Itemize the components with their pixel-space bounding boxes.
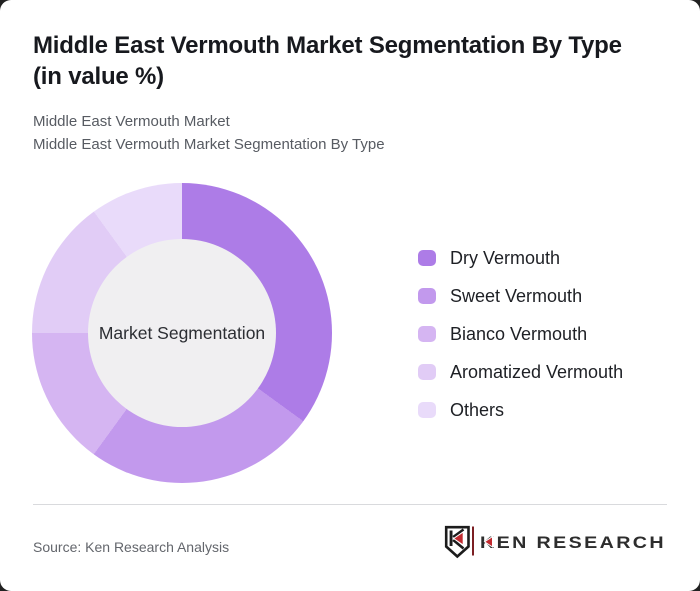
- legend-item-bianco-vermouth: Bianco Vermouth: [418, 315, 623, 353]
- chart-legend: Dry Vermouth Sweet Vermouth Bianco Vermo…: [418, 239, 623, 429]
- logo-wordmark: KEN RESEARCH: [480, 534, 666, 552]
- legend-label: Aromatized Vermouth: [450, 361, 624, 382]
- legend-item-aromatized-vermouth: Aromatized Vermouth: [418, 353, 623, 391]
- page-title: Middle East Vermouth Market Segmentation…: [33, 30, 673, 92]
- legend-item-others: Others: [418, 391, 623, 429]
- legend-item-dry-vermouth: Dry Vermouth: [418, 239, 623, 277]
- page-title-line1: Middle East Vermouth Market Segmentation…: [33, 32, 622, 59]
- legend-item-sweet-vermouth: Sweet Vermouth: [418, 277, 623, 315]
- page-title-line2: (in value %): [33, 63, 164, 90]
- subtitle-segmentation: Middle East Vermouth Market Segmentation…: [33, 135, 385, 153]
- source-text: Source: Ken Research Analysis: [33, 539, 230, 555]
- ken-shield-k-icon: [444, 525, 470, 559]
- legend-label: Dry Vermouth: [450, 247, 561, 268]
- legend-swatch-icon: [418, 364, 436, 380]
- footer-divider: [33, 504, 667, 505]
- donut-center-label: Market Segmentation: [98, 322, 266, 343]
- logo-separator: [472, 526, 474, 556]
- legend-label: Sweet Vermouth: [450, 285, 583, 306]
- legend-swatch-icon: [418, 402, 436, 418]
- legend-swatch-icon: [418, 326, 436, 342]
- ken-research-logo: KEN RESEARCH: [444, 525, 672, 559]
- donut-chart: Market Segmentation: [32, 183, 332, 483]
- subtitle-market: Middle East Vermouth Market: [33, 113, 230, 130]
- legend-label: Bianco Vermouth: [450, 323, 588, 344]
- legend-swatch-icon: [418, 288, 436, 304]
- chart-subtitles: Middle East Vermouth Market Middle East …: [33, 111, 653, 156]
- legend-label: Others: [450, 399, 505, 420]
- logo-k-red-triangle-icon: [483, 535, 493, 548]
- donut-hole: Market Segmentation: [88, 239, 276, 427]
- legend-swatch-icon: [418, 250, 436, 266]
